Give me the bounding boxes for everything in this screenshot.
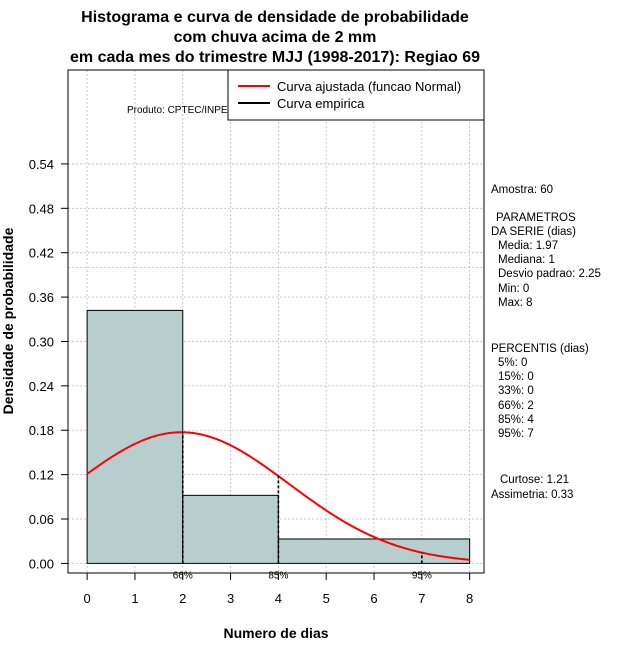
x-axis-title: Numero de dias (223, 625, 328, 641)
y-tick-label: 0.36 (29, 290, 54, 305)
x-tick-label: 3 (227, 591, 234, 606)
y-tick-label: 0.48 (29, 201, 54, 216)
stat-params-title-2: DA SERIE (dias) (491, 226, 576, 238)
chart-title-line-2: com chuva acima de 2 mm (174, 29, 377, 46)
x-tick-label: 7 (418, 591, 425, 606)
histogram-bar (86, 309, 184, 564)
y-tick-label: 0.18 (29, 423, 54, 438)
histogram-bars (86, 309, 471, 564)
legend-empirical-label: Curva empirica (277, 96, 365, 111)
stat-sd: Desvio padrao: 2.25 (498, 268, 601, 280)
stat-mean: Media: 1.97 (498, 240, 558, 252)
y-tick-label: 0.54 (29, 157, 54, 172)
stat-p5: 5%: 0 (498, 357, 527, 369)
stat-percentiles-title: PERCENTIS (dias) (491, 343, 589, 355)
stats-panel: Amostra: 60 PARAMETROS DA SERIE (dias) M… (491, 184, 601, 501)
product-label: Produto: CPTEC/INPE (127, 105, 228, 116)
stat-p15: 15%: 0 (498, 371, 534, 383)
histogram-bar (277, 538, 471, 564)
x-tick-label: 6 (370, 591, 377, 606)
stat-p85: 85%: 4 (498, 414, 534, 426)
fitted-normal-curve (86, 431, 470, 561)
stat-p66: 66%: 2 (498, 400, 534, 412)
stat-min: Min: 0 (498, 283, 529, 295)
chart-title-line-3: em cada mes do trimestre MJJ (1998-2017)… (70, 49, 480, 66)
stat-median: Mediana: 1 (498, 254, 555, 266)
y-tick-label: 0.24 (29, 379, 54, 394)
legend: Curva ajustada (funcao Normal) Curva emp… (227, 69, 485, 121)
y-tick-label: 0.12 (29, 468, 54, 483)
x-tick-label: 4 (275, 591, 282, 606)
stat-skewness: Assimetria: 0.33 (491, 489, 573, 501)
stat-p95: 95%: 7 (498, 428, 534, 440)
legend-box (227, 69, 485, 121)
histogram-bar (182, 494, 279, 564)
y-tick-label: 0.30 (29, 334, 54, 349)
x-tick-label: 8 (466, 591, 473, 606)
x-tick-label: 1 (131, 591, 138, 606)
legend-fitted-label: Curva ajustada (funcao Normal) (277, 79, 461, 94)
x-tick-label: 2 (179, 591, 186, 606)
y-tick-label: 0.42 (29, 246, 54, 261)
y-axis-title: Densidade de probabilidade (0, 227, 16, 414)
fitted-curve-layer (86, 431, 470, 561)
stat-params-title-1: PARAMETROS (496, 212, 576, 224)
stat-kurtosis: Curtose: 1.21 (500, 474, 569, 486)
x-tick-label: 0 (84, 591, 91, 606)
stat-max: Max: 8 (498, 297, 533, 309)
y-tick-label: 0.00 (29, 556, 54, 571)
x-tick-label: 5 (323, 591, 330, 606)
chart-title-line-1: Histograma e curva de densidade de proba… (81, 9, 469, 26)
stat-p33: 33%: 0 (498, 385, 534, 397)
stat-sample: Amostra: 60 (491, 184, 553, 196)
y-tick-label: 0.06 (29, 512, 54, 527)
